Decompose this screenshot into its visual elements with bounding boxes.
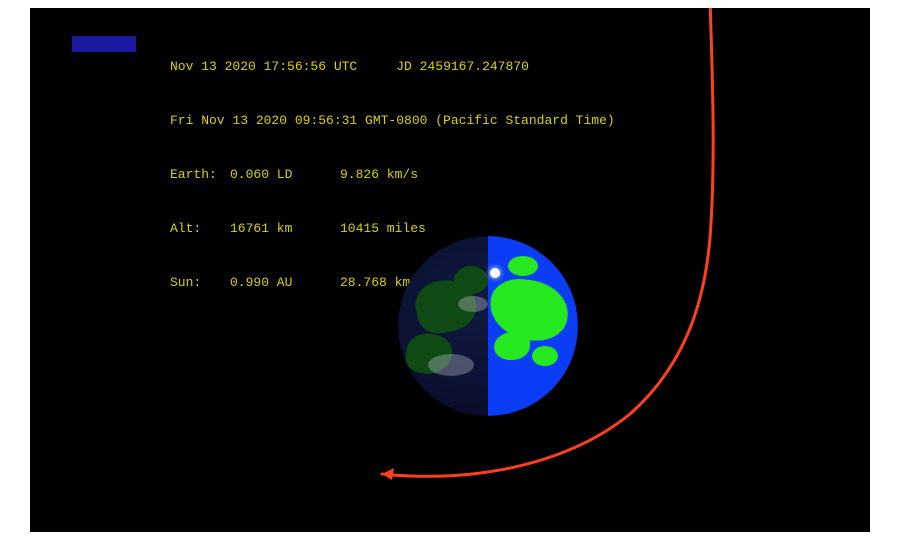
- sun-glint: [490, 268, 500, 278]
- landmass-dark: [454, 266, 488, 294]
- sun-label: Sun:: [170, 274, 230, 292]
- alt-km: 16761 km: [230, 220, 340, 238]
- cloud: [458, 296, 488, 312]
- earth-speed: 9.826 km/s: [340, 166, 450, 184]
- landmass-lit: [532, 346, 558, 366]
- selection-marker: [72, 36, 136, 52]
- cloud: [428, 354, 474, 376]
- earth-label: Earth:: [170, 166, 230, 184]
- jd-label: JD: [396, 59, 412, 74]
- telemetry-line-local: Fri Nov 13 2020 09:56:31 GMT-0800 (Pacif…: [170, 112, 615, 130]
- earth-globe: [398, 236, 578, 416]
- telemetry-line-utc: Nov 13 2020 17:56:56 UTC JD 2459167.2478…: [170, 58, 615, 76]
- landmass-lit: [508, 256, 538, 276]
- trajectory-arrowhead: [382, 468, 394, 480]
- telemetry-line-earth: Earth:0.060 LD9.826 km/s: [170, 166, 615, 184]
- jd-value: 2459167.247870: [420, 59, 529, 74]
- landmass-lit: [494, 332, 530, 360]
- alt-miles: 10415 miles: [340, 220, 450, 238]
- utc-time: Nov 13 2020 17:56:56 UTC: [170, 59, 357, 74]
- sun-distance: 0.990 AU: [230, 274, 340, 292]
- alt-label: Alt:: [170, 220, 230, 238]
- earth-distance: 0.060 LD: [230, 166, 340, 184]
- simulation-frame: Nov 13 2020 17:56:56 UTC JD 2459167.2478…: [30, 8, 870, 532]
- telemetry-line-alt: Alt:16761 km10415 miles: [170, 220, 615, 238]
